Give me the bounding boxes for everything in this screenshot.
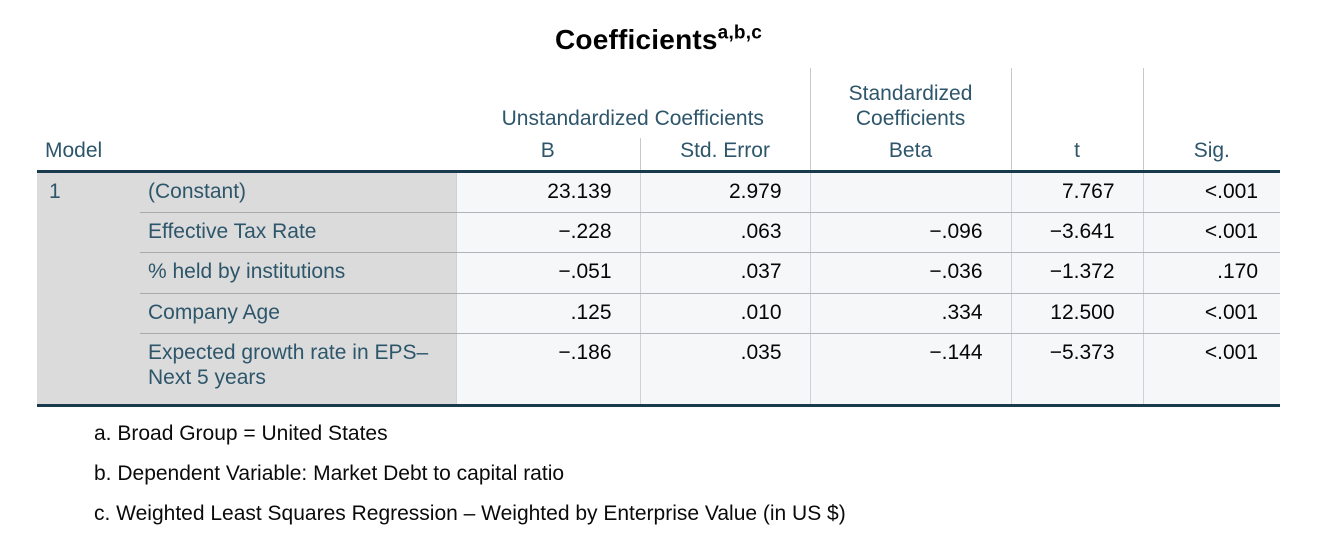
table-footnotes: a. Broad Group = United States b. Depend… xyxy=(94,421,1280,526)
value-cell-sig: .170 xyxy=(1142,252,1281,294)
value-cell-b: −.186 xyxy=(455,333,641,408)
coefficients-table: Model Unstandardized Coefficients Standa… xyxy=(37,68,1281,408)
column-header-std-error: Std. Error xyxy=(639,138,811,173)
value-cell-std-error: .010 xyxy=(639,293,811,334)
footnote-b: b. Dependent Variable: Market Debt to ca… xyxy=(94,462,565,486)
value-cell-std-error: .035 xyxy=(639,333,811,408)
value-cell-sig: <.001 xyxy=(1142,171,1281,214)
value-cell-beta xyxy=(809,171,1012,214)
table-row: Effective Tax Rate −.228 .063 −.096 −3.6… xyxy=(37,212,1281,254)
footnote-c: c. Weighted Least Squares Regression – W… xyxy=(94,502,846,526)
coefficients-pivot-table: Coefficientsa,b,c Model Unstandardized C… xyxy=(37,24,1281,526)
table-header: Model Unstandardized Coefficients Standa… xyxy=(37,68,1281,173)
value-cell-beta: −.036 xyxy=(809,252,1012,294)
column-header-beta: Beta xyxy=(809,138,1012,173)
value-cell-beta: −.096 xyxy=(809,212,1012,254)
table-row: 1 (Constant) 23.139 2.979 7.767 <.001 xyxy=(37,171,1281,408)
value-cell-t: −1.372 xyxy=(1010,252,1144,294)
value-cell-std-error: .063 xyxy=(639,212,811,254)
value-cell-sig: <.001 xyxy=(1142,212,1281,254)
predictor-cell: % held by institutions xyxy=(140,252,457,294)
value-cell-b: −.228 xyxy=(455,212,641,254)
table-row: Expected growth rate in EPS– Next 5 year… xyxy=(37,333,1281,408)
value-cell-sig: <.001 xyxy=(1142,293,1281,334)
footnote-a: a. Broad Group = United States xyxy=(94,422,388,446)
table-row: Company Age .125 .010 .334 12.500 <.001 xyxy=(37,293,1281,334)
spanner-standardized-coefficients: Standardized Coefficients xyxy=(809,68,1012,138)
value-cell-std-error: .037 xyxy=(639,252,811,294)
value-cell-t: −5.373 xyxy=(1010,333,1144,408)
value-cell-b: .125 xyxy=(455,293,641,334)
value-cell-b: −.051 xyxy=(455,252,641,294)
predictor-cell: Expected growth rate in EPS– Next 5 year… xyxy=(140,333,457,408)
column-header-t: t xyxy=(1010,68,1144,173)
value-cell-beta: .334 xyxy=(809,293,1012,334)
column-header-sig: Sig. xyxy=(1142,68,1281,173)
value-cell-sig: <.001 xyxy=(1142,333,1281,408)
model-number-cell: 1 xyxy=(37,171,140,408)
predictor-cell: Effective Tax Rate xyxy=(140,212,457,254)
table-body: 1 (Constant) 23.139 2.979 7.767 <.001 Ef… xyxy=(37,171,1281,408)
value-cell-beta: −.144 xyxy=(809,333,1012,408)
column-header-model: Model xyxy=(37,68,457,173)
spanner-unstandardized-coefficients: Unstandardized Coefficients xyxy=(501,107,764,131)
value-cell-t: 12.500 xyxy=(1010,293,1144,334)
value-cell-t: −3.641 xyxy=(1010,212,1144,254)
predictor-cell: Company Age xyxy=(140,293,457,334)
value-cell-b: 23.139 xyxy=(455,171,641,214)
table-title: Coefficientsa,b,c xyxy=(37,24,1280,56)
table-row: % held by institutions −.051 .037 −.036 … xyxy=(37,252,1281,294)
column-header-b: B xyxy=(456,138,641,173)
value-cell-std-error: 2.979 xyxy=(639,171,811,214)
title-footnote-markers: a,b,c xyxy=(717,22,762,44)
predictor-cell: (Constant) xyxy=(140,171,457,214)
value-cell-t: 7.767 xyxy=(1010,171,1144,214)
table-title-text: Coefficients xyxy=(555,24,718,55)
